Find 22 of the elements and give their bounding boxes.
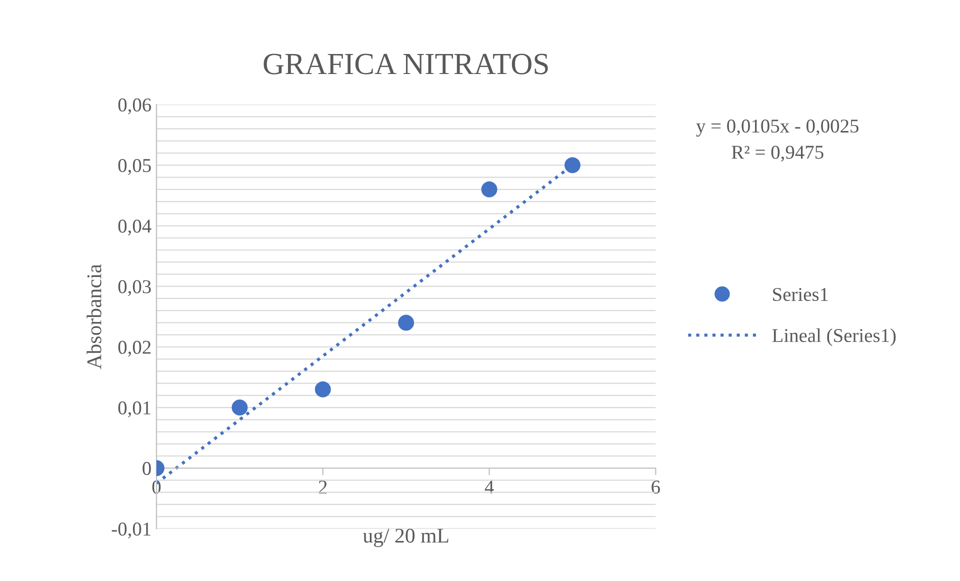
y-tick-label: 0 [142,462,151,476]
legend-label: Series1 [773,288,828,302]
x-tick-label: 4 [484,480,494,494]
x-tick-label: 6 [652,480,660,494]
legend-label: Lineal (Series1) [772,328,896,346]
y-axis-title: Absorbancia [86,264,102,370]
y-tick-label: -0,01 [112,522,150,538]
y-tick-label: 0,04 [118,220,152,236]
point [481,181,498,198]
point [232,400,248,416]
point [564,157,580,174]
point [398,314,414,331]
chart-title: GRAFICA NITRATOS [264,54,548,74]
text: y = 0,0105x - 0,0025 [696,120,858,137]
text: R² = 0,9475 [732,146,824,162]
x-axis-title: ug/ 20 mL [362,528,448,548]
y-tick-label: 0,01 [118,401,150,418]
y-tick-label: 0,05 [118,158,151,175]
y-tick-label: 0,06 [118,98,152,114]
y-tick-label: 0,03 [118,280,151,296]
point [314,381,331,398]
y-tick-label: 0,02 [118,340,151,357]
